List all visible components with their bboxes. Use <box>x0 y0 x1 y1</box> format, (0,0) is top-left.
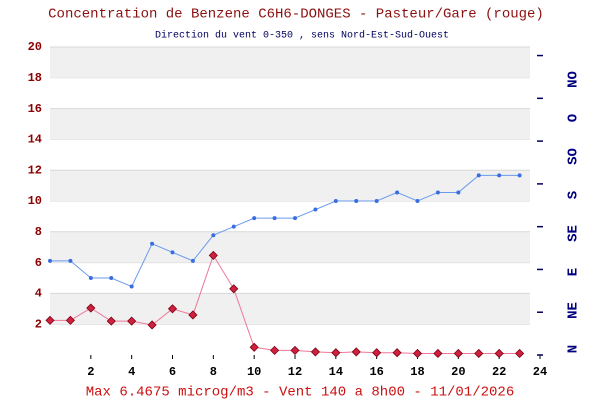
benzene-point <box>147 320 157 330</box>
wind-point <box>170 250 175 255</box>
benzene-point <box>86 303 96 313</box>
direction-label: E <box>566 268 582 276</box>
direction-label: O <box>566 114 582 122</box>
benzene-point <box>433 348 443 359</box>
y-tick-label: 14 <box>28 133 42 147</box>
wind-point <box>293 216 297 221</box>
benzene-point <box>127 316 137 326</box>
grid-band <box>50 231 530 263</box>
x-tick-label: 24 <box>533 365 547 379</box>
x-tick-label: 6 <box>169 365 176 379</box>
x-tick-label: 4 <box>128 365 135 379</box>
grid-band <box>50 47 530 78</box>
x-tick-label: 14 <box>329 365 343 379</box>
wind-point <box>517 173 522 178</box>
wind-point <box>435 190 440 195</box>
direction-label: S <box>566 191 582 199</box>
grid-band <box>50 293 530 325</box>
grid-band <box>50 108 530 140</box>
x-tick-label: 12 <box>288 365 302 379</box>
wind-point <box>272 216 277 221</box>
wind-point <box>109 276 114 280</box>
direction-label: N <box>566 345 582 353</box>
wind-point <box>68 258 73 263</box>
wind-point <box>354 199 359 203</box>
benzene-point <box>167 304 178 314</box>
direction-label: SE <box>566 225 582 242</box>
wind-point <box>211 233 216 238</box>
benzene-point <box>453 348 463 359</box>
wind-point <box>190 258 195 263</box>
benzene-point <box>65 315 75 325</box>
benzene-point <box>351 347 361 357</box>
x-tick-label: 22 <box>492 365 506 379</box>
benzene-point <box>372 348 382 358</box>
x-tick-label: 18 <box>410 365 424 379</box>
series-line <box>50 174 520 288</box>
benzene-point <box>474 348 484 359</box>
wind-point <box>88 276 93 280</box>
wind-point <box>129 284 134 289</box>
benzene-point <box>515 348 525 359</box>
y-tick-label: 2 <box>35 317 42 331</box>
x-tick-label: 16 <box>369 365 383 379</box>
direction-label: NO <box>566 71 582 88</box>
chart-subtitle: Direction du vent 0-350 , sens Nord-Est-… <box>155 30 449 42</box>
grid-band <box>50 170 530 201</box>
y-tick-label: 12 <box>28 163 42 177</box>
benzene-point <box>45 315 55 325</box>
y-tick-label: 6 <box>35 256 42 270</box>
wind-point <box>313 207 318 212</box>
wind-point <box>231 224 236 229</box>
wind-point <box>48 258 52 263</box>
wind-point <box>395 190 400 195</box>
benzene-point <box>208 250 218 260</box>
x-tick-label: 2 <box>87 365 94 379</box>
x-tick-label: 10 <box>247 365 261 379</box>
y-tick-label: 4 <box>35 287 42 301</box>
wind-point <box>497 173 502 178</box>
y-tick-label: 10 <box>28 194 42 208</box>
wind-point <box>476 173 481 178</box>
direction-label: NE <box>566 302 582 319</box>
wind-point <box>374 199 379 203</box>
benzene-point <box>270 345 280 355</box>
benzene-point <box>229 284 239 294</box>
direction-label: SO <box>566 148 582 165</box>
y-tick-label: 18 <box>28 71 42 85</box>
benzene-point <box>290 345 300 355</box>
wind-point <box>415 199 420 203</box>
x-tick-label: 8 <box>210 365 217 379</box>
benzene-point <box>106 316 116 326</box>
benzene-point <box>412 348 423 359</box>
wind-point <box>456 190 461 195</box>
benzene-point <box>310 347 320 357</box>
benzene-point <box>331 348 341 358</box>
benzene-point <box>392 348 402 358</box>
wind-point <box>150 241 155 246</box>
benzene-point <box>188 310 198 320</box>
wind-point <box>333 199 338 203</box>
benzene-point <box>494 348 504 359</box>
wind-point <box>252 216 257 221</box>
y-tick-label: 8 <box>35 225 42 239</box>
y-tick-label: 16 <box>28 102 42 116</box>
y-tick-label: 20 <box>28 40 42 54</box>
x-tick-label: 20 <box>451 365 465 379</box>
chart-footer: Max 6.4675 microg/m3 - Vent 140 a 8h00 -… <box>86 385 514 400</box>
benzene-point <box>249 342 259 352</box>
chart-title: Concentration de Benzene C6H6-DONGES - P… <box>48 7 544 23</box>
